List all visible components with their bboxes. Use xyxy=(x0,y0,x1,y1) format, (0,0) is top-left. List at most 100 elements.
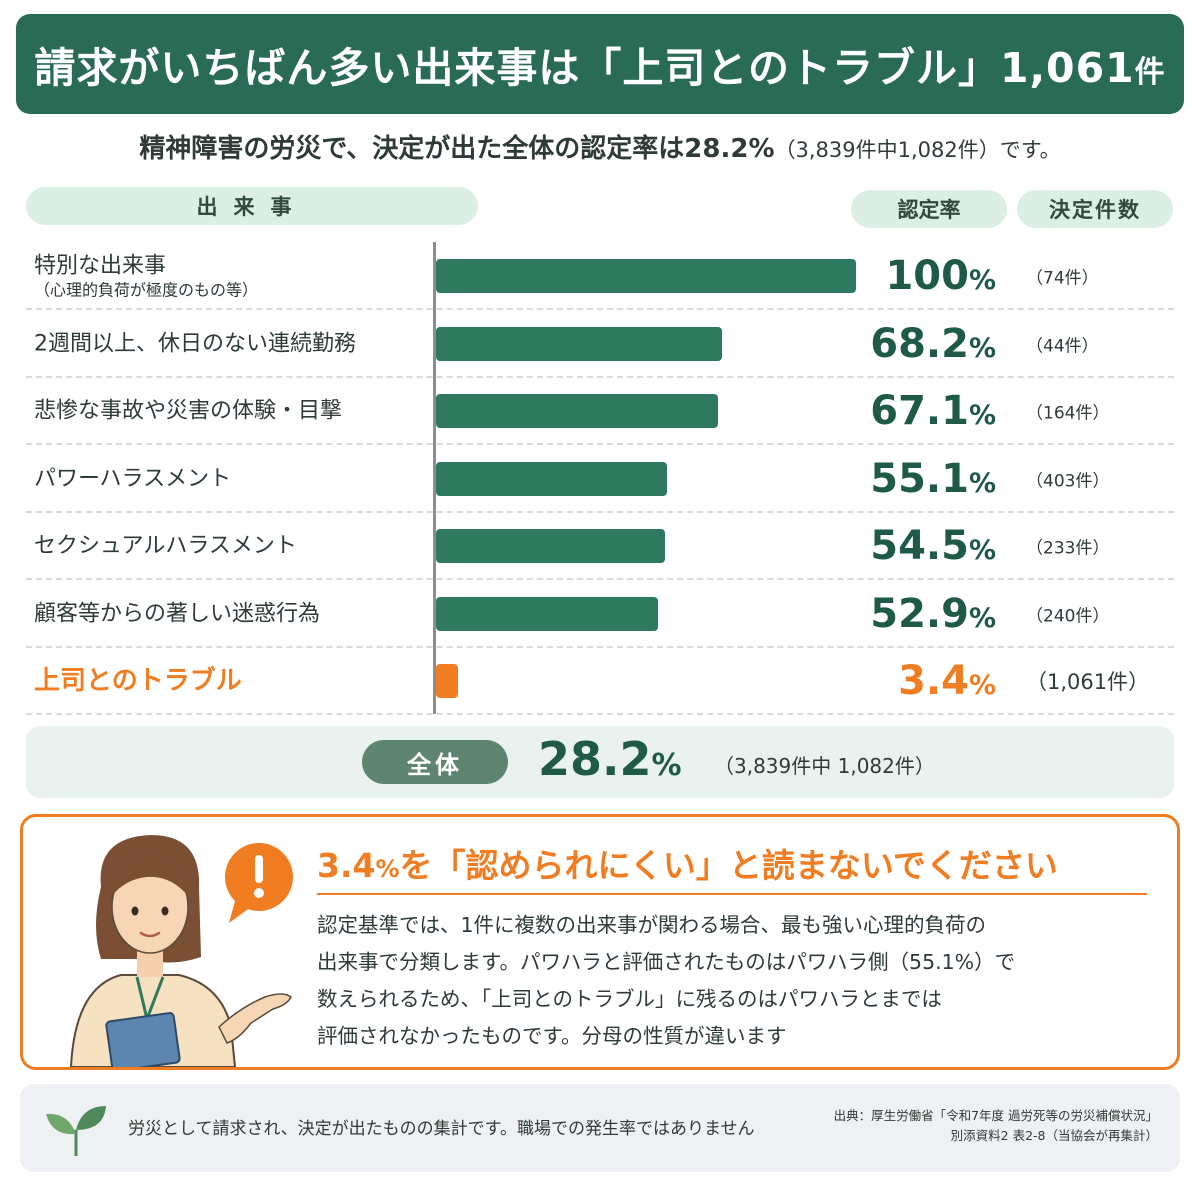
rate-label: 52.9% xyxy=(870,591,996,637)
column-header-rate: 認定率 xyxy=(851,190,1007,228)
chart-row: 顧客等からの著しい迷惑行為 52.9% （240件） xyxy=(26,580,1176,648)
subtitle-paren: （3,839件中1,082件）です。 xyxy=(774,138,1061,162)
category-label-main: パワーハラスメント xyxy=(34,465,232,491)
category-label: 悲惨な事故や災害の体験・目撃 xyxy=(34,397,342,425)
category-label-main: セクシュアルハラスメント xyxy=(34,533,297,559)
chart-row: パワーハラスメント 55.1% （403件） xyxy=(26,445,1176,513)
category-label: 顧客等からの著しい迷惑行為 xyxy=(34,600,320,628)
category-label-main: 上司とのトラブル xyxy=(34,665,242,696)
source-line-1: 出典：厚生労働省「令和7年度 過労死等の労災補償状況」 xyxy=(833,1108,1158,1123)
row-divider xyxy=(26,443,1174,445)
column-header-event: 出来事 xyxy=(26,187,478,225)
row-divider xyxy=(26,713,1174,715)
rate-unit: % xyxy=(968,400,996,431)
rate-value: 67.1 xyxy=(870,388,969,434)
total-rate: 28.2% xyxy=(538,732,682,786)
subtitle: 精神障害の労災で、決定が出た全体の認定率は28.2%（3,839件中1,082件… xyxy=(0,128,1200,165)
total-rate-unit: % xyxy=(651,748,682,783)
rate-value: 52.9 xyxy=(870,590,969,637)
total-summary: 全体 28.2% （3,839件中 1,082件） xyxy=(26,726,1174,798)
rate-value: 3.4 xyxy=(898,658,969,704)
category-label: パワーハラスメント xyxy=(34,465,231,493)
category-label: 上司とのトラブル xyxy=(34,665,242,698)
rate-unit: % xyxy=(968,670,996,701)
chart-axis-line xyxy=(433,242,436,714)
note-title-text: を「認められにくい」と読まないでください xyxy=(399,846,1058,885)
count-label: （1,061件） xyxy=(1026,670,1150,694)
exclamation-icon xyxy=(225,843,293,923)
category-label-main: 顧客等からの著しい迷惑行為 xyxy=(34,600,321,626)
sprout-icon xyxy=(46,1106,106,1156)
bar xyxy=(436,529,665,563)
rate-unit: % xyxy=(968,602,996,634)
rate-label: 55.1% xyxy=(870,456,996,502)
count-label: （240件） xyxy=(1026,606,1110,626)
page-title: 請求がいちばん多い出来事は「上司とのトラブル」1,061件 xyxy=(34,34,1165,94)
bar xyxy=(436,394,718,428)
row-divider xyxy=(26,308,1174,310)
rate-unit: % xyxy=(968,535,996,566)
count-label: （403件） xyxy=(1026,471,1110,491)
rate-label: 54.5% xyxy=(870,523,996,569)
rate-value: 55.1 xyxy=(870,455,969,502)
total-detail: （3,839件中 1,082件） xyxy=(714,754,935,778)
note-line: 数えられるため、「上司とのトラブル」に残るのはパワハラとまでは xyxy=(317,987,942,1011)
row-divider xyxy=(26,375,1174,378)
bar xyxy=(436,664,458,698)
count-label: （233件） xyxy=(1026,538,1110,559)
chart-row: 2週間以上、休日のない連続勤務 68.2% （44件） xyxy=(26,310,1176,378)
chart-row: 悲惨な事故や災害の体験・目撃 67.1% （164件） xyxy=(26,377,1176,445)
bar xyxy=(436,326,723,361)
chart-row: セクシュアルハラスメント 54.5% （233件） xyxy=(26,512,1176,580)
title-banner: 請求がいちばん多い出来事は「上司とのトラブル」1,061件 xyxy=(16,14,1184,114)
total-label: 全体 xyxy=(362,740,508,784)
note-line: 評価されなかったものです。分母の性質が違います xyxy=(317,1024,787,1048)
category-label-main: 悲惨な事故や災害の体験・目撃 xyxy=(34,398,343,424)
category-label-main: 特別な出来事 xyxy=(34,253,167,279)
title-suffix: 件 xyxy=(1134,55,1166,90)
bar xyxy=(436,259,856,293)
bar xyxy=(436,461,668,496)
total-rate-value: 28.2 xyxy=(538,732,652,786)
count-label: （74件） xyxy=(1026,268,1099,289)
note-body: 認定基準では、1件に複数の出来事が関わる場合、最も強い心理的負荷の 出来事で分類… xyxy=(317,907,1153,1055)
note-title-number: 3.4 xyxy=(317,846,376,885)
rate-label: 3.4% xyxy=(898,658,996,704)
note-title-unit: % xyxy=(375,855,400,883)
rate-label: 100% xyxy=(885,253,996,299)
count-label: （164件） xyxy=(1026,403,1110,424)
rate-value: 54.5 xyxy=(870,523,969,569)
rate-value: 68.2 xyxy=(870,320,969,367)
bar xyxy=(436,596,659,631)
rate-value: 100 xyxy=(885,253,969,299)
category-label: 2週間以上、休日のない連続勤務 xyxy=(34,330,356,358)
rate-label: 67.1% xyxy=(870,388,996,434)
column-header-count: 決定件数 xyxy=(1017,190,1173,228)
count-label: （44件） xyxy=(1026,336,1099,356)
title-main: 請求がいちばん多い出来事は「上司とのトラブル」1,061 xyxy=(34,44,1135,92)
source-line-2: 別添資料2 表2-8（当協会が再集計） xyxy=(950,1128,1158,1143)
category-label: 特別な出来事 （心理的負荷が極度のもの等） xyxy=(34,252,258,300)
presenter-illustration xyxy=(69,835,293,1067)
source-citation: 出典：厚生労働省「令和7年度 過労死等の労災補償状況」 別添資料2 表2-8（当… xyxy=(834,1106,1158,1146)
note-box: 3.4%を「認められにくい」と読まないでください 認定基準では、1件に複数の出来… xyxy=(20,814,1180,1070)
note-line: 認定基準では、1件に複数の出来事が関わる場合、最も強い心理的負荷の xyxy=(317,913,987,937)
note-divider xyxy=(317,893,1147,895)
footer: 労災として請求され、決定が出たものの集計です。職場での発生率ではありません 出典… xyxy=(20,1084,1180,1172)
note-title: 3.4%を「認められにくい」と読まないでください xyxy=(317,839,1058,887)
rate-unit: % xyxy=(968,265,996,296)
footer-note: 労災として請求され、決定が出たものの集計です。職場での発生率ではありません xyxy=(128,1119,755,1139)
chart-row: 上司とのトラブル 3.4% （1,061件） xyxy=(26,647,1176,715)
row-divider xyxy=(26,578,1174,580)
note-line: 出来事で分類します。パワハラと評価されたものはパワハラ側（55.1%）で xyxy=(317,950,1016,974)
category-sublabel: （心理的負荷が極度のもの等） xyxy=(34,279,259,299)
row-divider xyxy=(26,645,1174,648)
subtitle-main: 精神障害の労災で、決定が出た全体の認定率は28.2% xyxy=(139,134,775,164)
rate-label: 68.2% xyxy=(870,321,996,367)
chart-row: 特別な出来事 （心理的負荷が極度のもの等） 100% （74件） xyxy=(26,242,1176,310)
category-label: セクシュアルハラスメント xyxy=(34,532,297,560)
rate-unit: % xyxy=(968,332,996,364)
category-label-main: 2週間以上、休日のない連続勤務 xyxy=(34,330,356,356)
rate-unit: % xyxy=(968,467,996,499)
row-divider xyxy=(26,510,1174,513)
